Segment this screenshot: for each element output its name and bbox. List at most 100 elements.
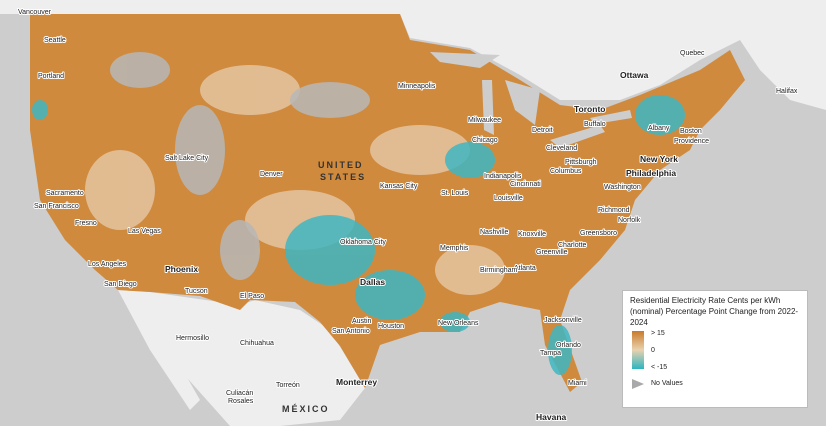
city-label: Rosales [228, 398, 254, 405]
city-label: Norfolk [618, 217, 641, 224]
canada [0, 0, 826, 110]
city-label: Chihuahua [240, 340, 274, 347]
city-label: Chicago [472, 137, 498, 144]
city-label: Greensboro [580, 230, 617, 237]
great-lakes [430, 52, 632, 148]
city-label: Portland [38, 73, 64, 80]
city-label: Cleveland [546, 145, 577, 152]
city-label: Philadelphia [626, 168, 676, 178]
country-label: UNITED [318, 160, 364, 170]
city-label: Albany [648, 125, 670, 132]
region [110, 52, 170, 88]
city-label: Cincinnati [510, 181, 541, 188]
lake [505, 80, 540, 125]
city-label: Phoenix [165, 264, 198, 274]
city-label: Hermosillo [176, 335, 209, 342]
city-label: Sacramento [46, 190, 84, 197]
city-label: El Paso [240, 293, 264, 300]
city-label: Memphis [440, 245, 469, 252]
city-label: Ottawa [620, 70, 649, 80]
city-label: Pittsburgh [565, 159, 597, 166]
region [285, 215, 375, 285]
lake [590, 110, 632, 124]
region [370, 125, 470, 175]
lake [550, 125, 605, 148]
country-label: MÉXICO [282, 404, 330, 414]
region [355, 270, 425, 320]
city-label: San Diego [104, 281, 137, 288]
region [85, 150, 155, 230]
lake [482, 80, 494, 135]
legend-high: > 15 [651, 330, 665, 337]
city-label: Torreón [276, 382, 300, 389]
region [440, 312, 470, 332]
country-label: STATES [320, 172, 366, 182]
city-label: Los Angeles [88, 261, 127, 268]
city-label: Indianapolis [484, 173, 522, 180]
legend-no-value-swatch [632, 379, 644, 389]
city-label: San Antonio [332, 328, 370, 335]
city-label: Las Vegas [128, 228, 161, 235]
city-label: Fresno [75, 220, 97, 227]
city-label: Quebec [680, 50, 705, 57]
city-label: Providence [674, 138, 709, 145]
city-label: Detroit [532, 127, 553, 134]
legend-none: No Values [651, 380, 683, 387]
city-label: Knoxville [518, 231, 546, 238]
city-label: Richmond [598, 207, 630, 214]
teal-regions [32, 95, 685, 375]
city-label: Louisville [494, 195, 523, 202]
city-label: Jacksonville [544, 317, 582, 324]
city-label: Denver [260, 171, 283, 178]
city-label: San Francisco [34, 203, 79, 210]
city-label: New Orleans [438, 320, 479, 327]
region [635, 95, 685, 135]
city-label: Seattle [44, 37, 66, 44]
city-label: Washington [604, 184, 641, 191]
mexico [150, 292, 365, 426]
city-label: Nashville [480, 229, 509, 236]
city-label: Tucson [185, 288, 208, 295]
city-label: Buffalo [584, 121, 606, 128]
city-label: New York [640, 154, 678, 164]
city-label: Houston [378, 323, 404, 330]
region [548, 325, 572, 375]
city-label: Havana [536, 412, 567, 422]
city-label: Boston [680, 128, 702, 135]
city-label: Greenville [536, 249, 568, 256]
baja [118, 290, 200, 410]
city-label: Austin [352, 318, 372, 325]
city-label: Birmingham [480, 267, 518, 274]
city-label: Oklahoma City [340, 239, 386, 246]
city-label: Atlanta [514, 265, 536, 272]
no-value-regions [110, 52, 370, 280]
city-label: Columbus [550, 168, 582, 175]
region [175, 105, 225, 195]
city-label: Kansas City [380, 183, 418, 190]
city-label: Salt Lake City [165, 155, 209, 162]
region [445, 142, 495, 178]
city-label: Culiacán [226, 390, 253, 397]
legend-low: < -15 [651, 364, 668, 371]
city-label: Milwaukee [468, 117, 501, 124]
region [32, 100, 48, 120]
legend: Residential Electricity Rate Cents per k… [622, 290, 808, 408]
city-label: Vancouver [18, 9, 52, 16]
legend-title: Residential Electricity Rate Cents per k… [630, 296, 799, 327]
region [290, 82, 370, 118]
region [200, 65, 300, 115]
city-label: Charlotte [558, 242, 587, 249]
light-regions [85, 65, 505, 295]
city-label: Minneapolis [398, 83, 436, 90]
lake [430, 52, 500, 68]
city-label: Tampa [540, 350, 561, 357]
city-label: St. Louis [441, 190, 469, 197]
city-label: Orlando [556, 342, 581, 349]
city-label: Toronto [574, 104, 605, 114]
city-label: Miami [568, 380, 587, 387]
legend-ramp [632, 331, 644, 369]
region [220, 220, 260, 280]
city-label: Monterrey [336, 377, 377, 387]
